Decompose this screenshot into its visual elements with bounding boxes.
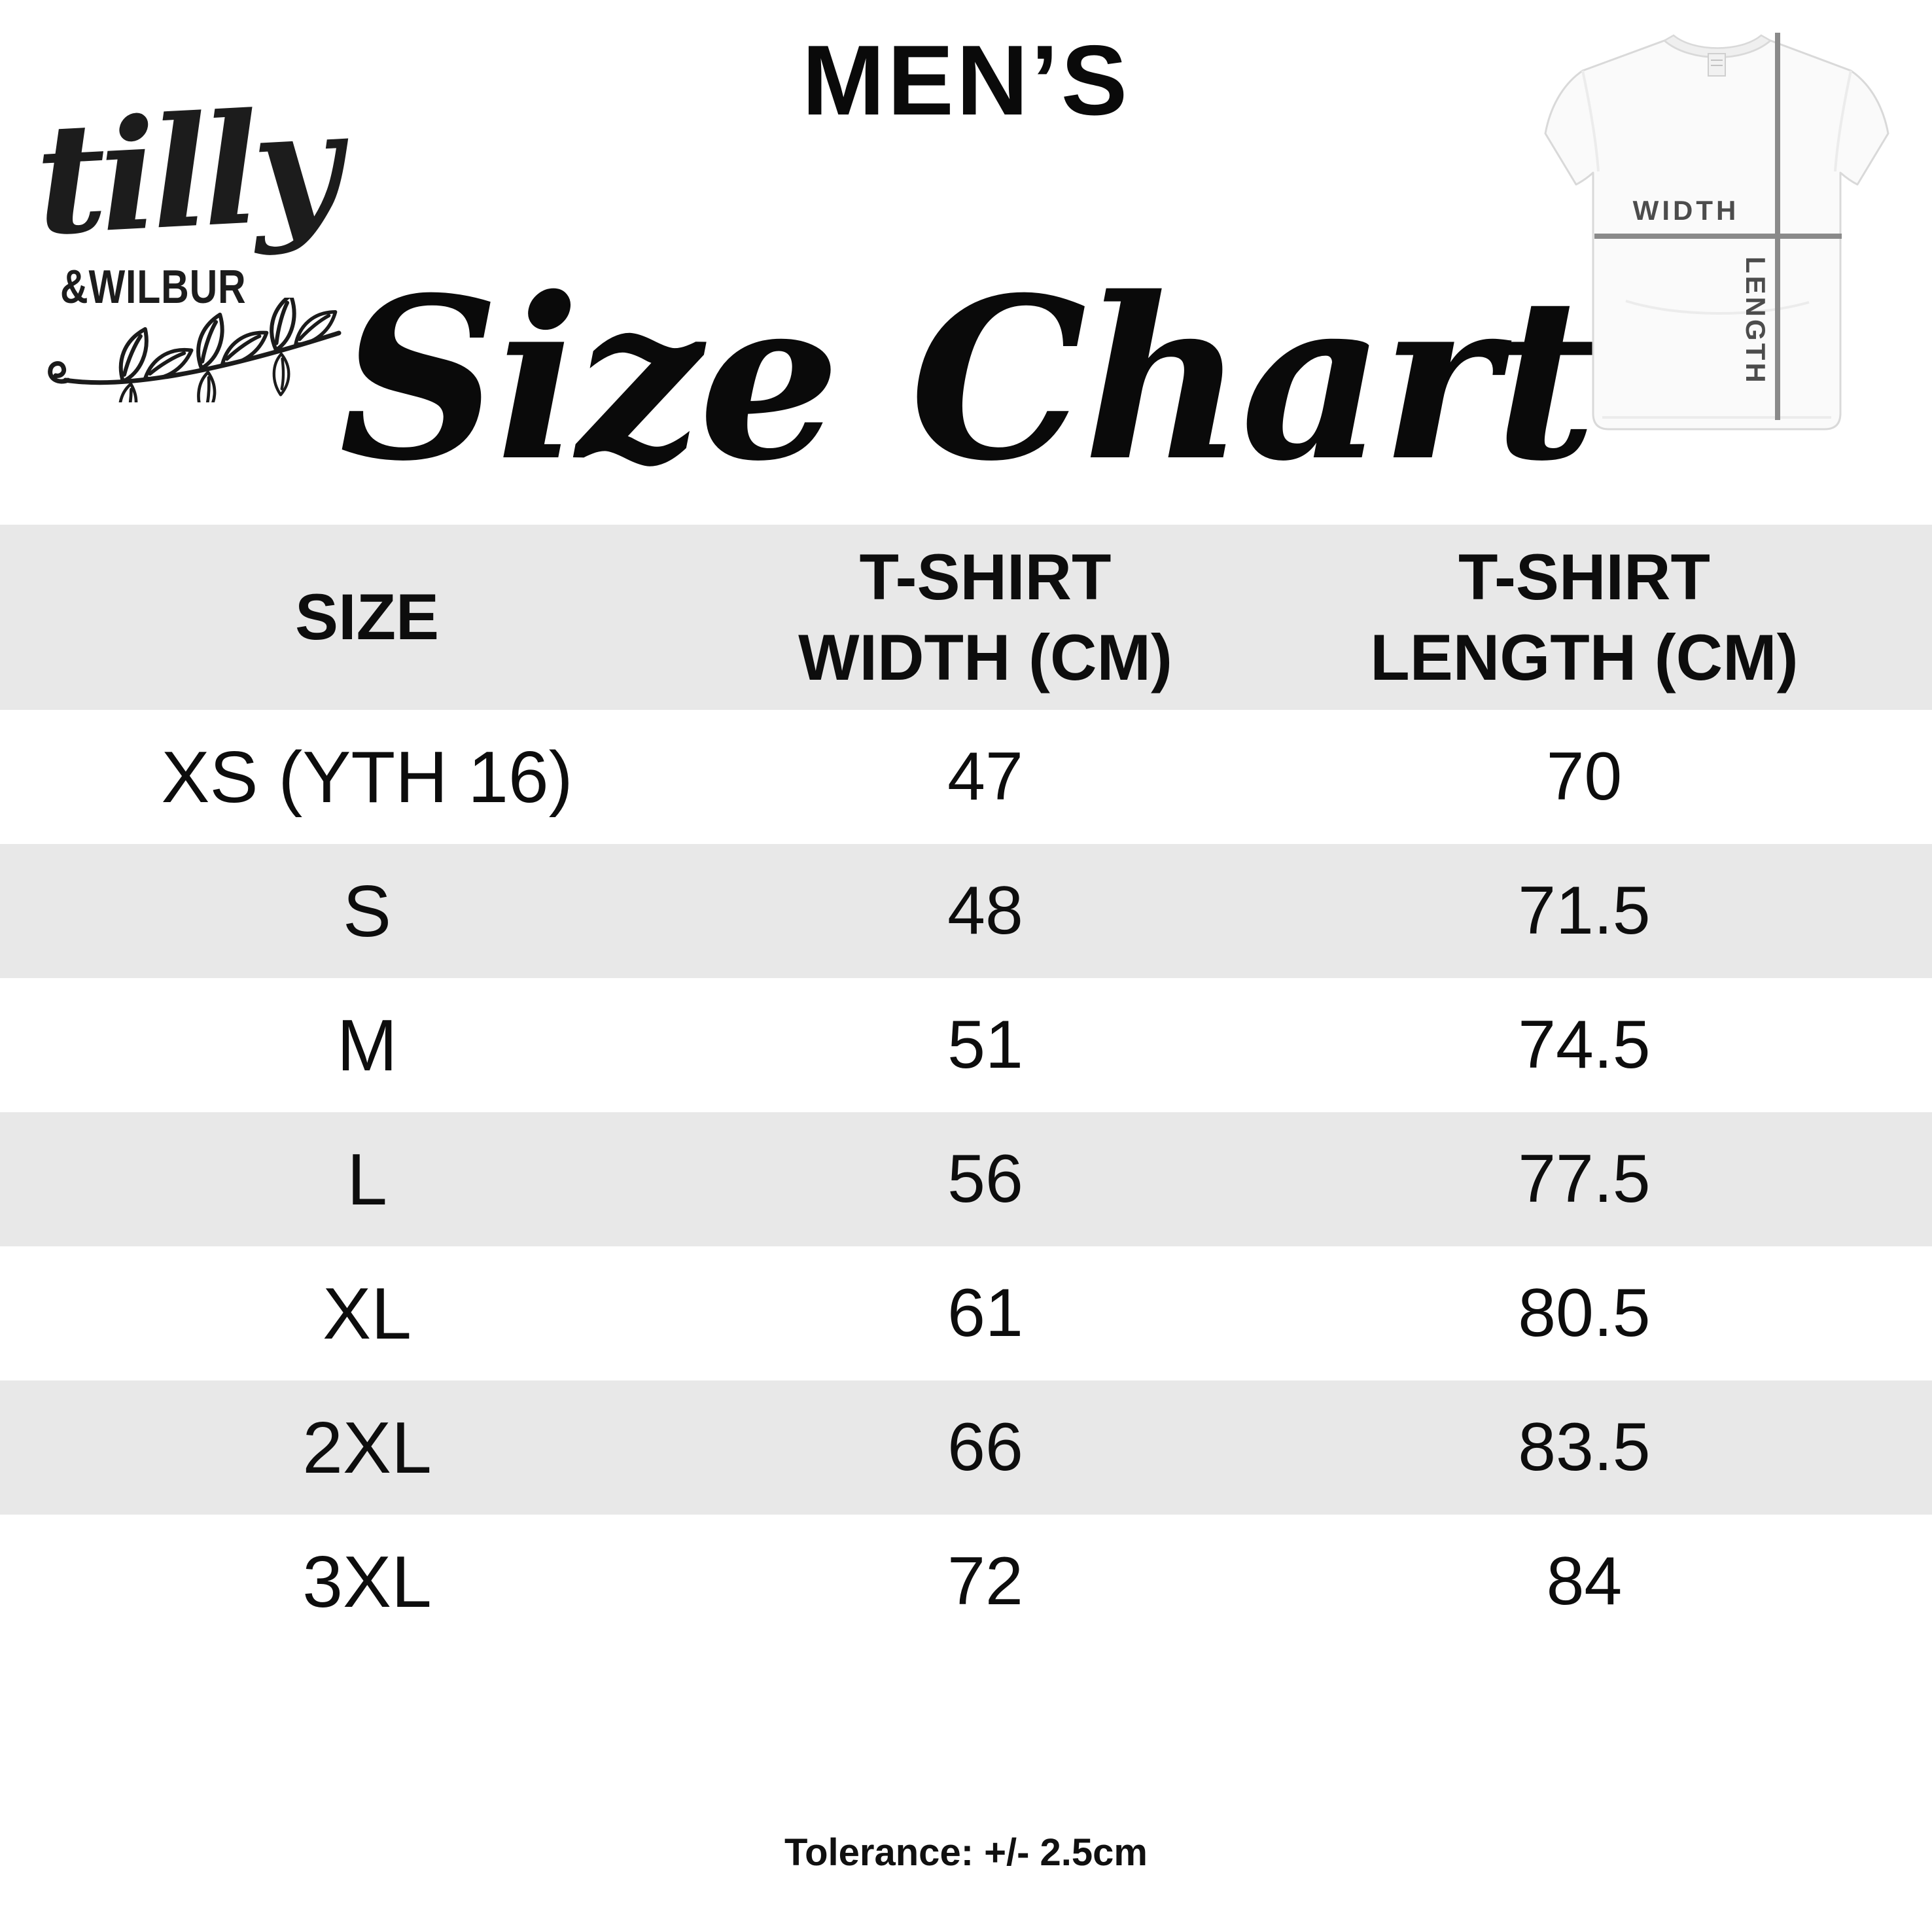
size-table: SIZE T-SHIRT WIDTH (CM) T-SHIRT LENGTH (… [0,525,1932,1649]
size-cell: M [336,1004,398,1086]
tshirt-collar-shape [1662,34,1772,58]
table-row: M 51 74.5 [0,978,1932,1112]
size-cell: 2XL [302,1407,432,1488]
length-cell: 83.5 [1518,1409,1651,1485]
page-title: Size Chart [339,249,1597,510]
column-header-length: T-SHIRT LENGTH (CM) [1237,537,1932,698]
column-header-width-line1: T-SHIRT [859,540,1112,613]
width-cell: 51 [947,1007,1023,1083]
column-header-length-line1: T-SHIRT [1458,540,1710,613]
size-cell: S [343,870,392,952]
column-header-size: SIZE [295,580,440,654]
width-cell: 66 [947,1409,1023,1485]
size-cell: XS (YTH 16) [161,736,573,818]
column-header-width-line2: WIDTH (CM) [798,620,1172,694]
table-row: 2XL 66 83.5 [0,1380,1932,1515]
width-label: WIDTH [1633,195,1740,226]
length-cell: 77.5 [1518,1141,1651,1217]
length-label: LENGTH [1740,256,1771,385]
table-row: XL 61 80.5 [0,1246,1932,1380]
size-cell: XL [323,1273,412,1354]
laurel-branch-icon [48,298,342,402]
tolerance-note: Tolerance: +/- 2.5cm [784,1831,1148,1874]
table-row: L 56 77.5 [0,1112,1932,1246]
width-cell: 48 [947,873,1023,949]
table-row: XS (YTH 16) 47 70 [0,710,1932,844]
size-cell: 3XL [302,1541,432,1623]
fabric-wrinkles [1581,70,1852,419]
table-row: 3XL 72 84 [0,1515,1932,1649]
column-header-width: T-SHIRT WIDTH (CM) [734,537,1237,698]
length-line [1775,33,1780,420]
width-line [1594,234,1842,239]
length-cell: 80.5 [1518,1275,1651,1351]
width-cell: 72 [947,1543,1023,1619]
length-cell: 71.5 [1518,873,1651,949]
column-header-length-line2: LENGTH (CM) [1370,620,1799,694]
length-cell: 74.5 [1518,1007,1651,1083]
table-header-row: SIZE T-SHIRT WIDTH (CM) T-SHIRT LENGTH (… [0,525,1932,710]
width-cell: 47 [947,739,1023,815]
width-cell: 56 [947,1141,1023,1217]
size-cell: L [347,1138,387,1220]
category-title: MEN’S [801,25,1131,136]
brand-name-secondary: &WILBUR [60,261,247,313]
tshirt-diagram-icon: WIDTH LENGTH [1544,33,1889,430]
length-cell: 84 [1546,1543,1623,1619]
table-row: S 48 71.5 [0,844,1932,978]
length-cell: 70 [1546,739,1623,815]
width-cell: 61 [947,1275,1023,1351]
